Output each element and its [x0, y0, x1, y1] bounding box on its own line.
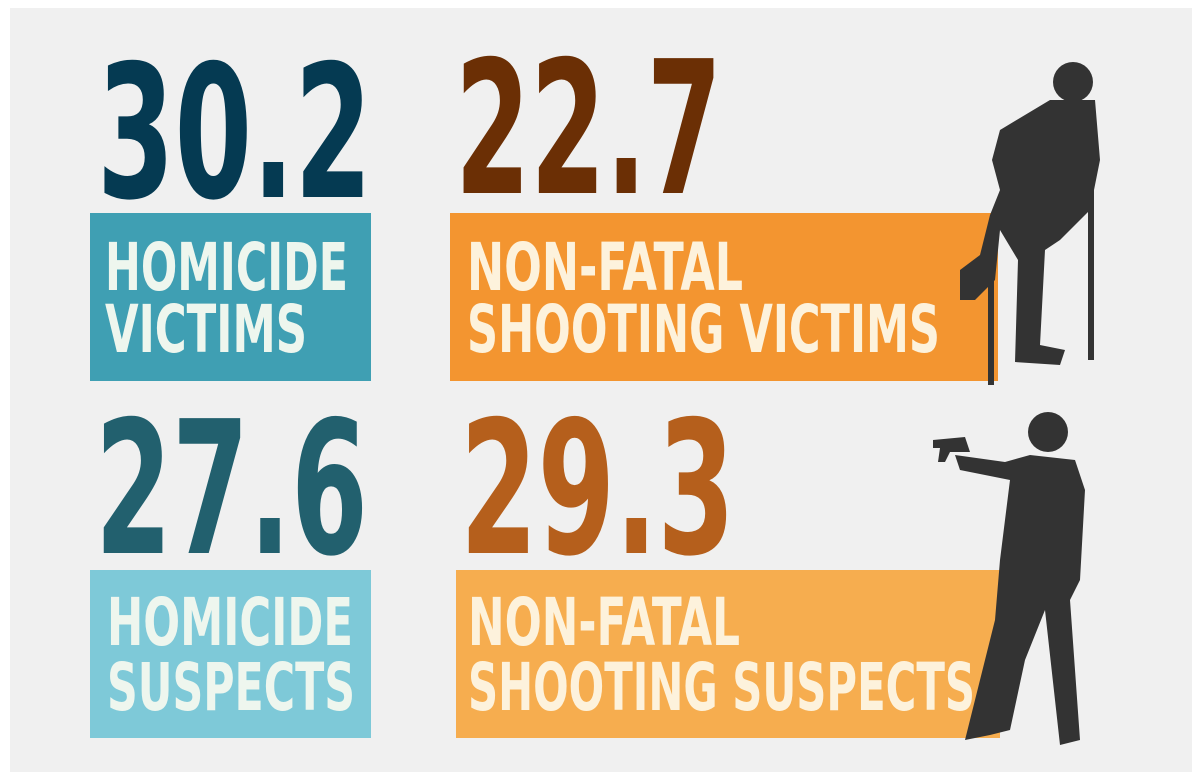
stat-label: SHOOTING SUSPECTS: [468, 649, 975, 726]
infographic: 30.2HOMICIDEVICTIMS22.7NON-FATALSHOOTING…: [0, 0, 1202, 780]
stat-number: 27.6: [95, 381, 368, 597]
stat-number: 29.3: [460, 381, 735, 597]
stat-number: 22.7: [455, 21, 722, 237]
stat-label: SHOOTING VICTIMS: [467, 291, 940, 368]
stat-label: SUSPECTS: [107, 649, 355, 726]
stat-label: VICTIMS: [105, 291, 307, 368]
stat-number: 30.2: [97, 25, 372, 241]
